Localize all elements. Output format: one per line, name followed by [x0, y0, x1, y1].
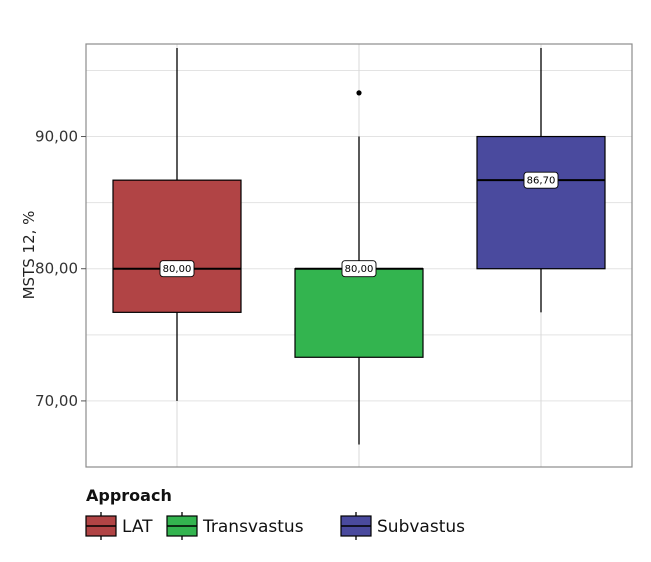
iqr-box [476, 135, 606, 270]
legend-label: Transvastus [202, 517, 304, 537]
legend-entry-transvastus: Transvastus [166, 512, 304, 540]
plot-area [85, 43, 633, 468]
legend-label: LAT [122, 517, 153, 537]
median-label-box [341, 260, 377, 278]
y-tick-label: 90,00 [35, 128, 78, 146]
y-axis-title: MSTS 12, % [20, 211, 38, 300]
boxes: 80,00 80,00 86,70 [112, 47, 606, 445]
outlier-point [356, 90, 362, 96]
legend-entry-subvastus: Subvastus [340, 512, 465, 540]
iqr-box [112, 179, 242, 313]
legend-label: Subvastus [377, 517, 465, 537]
median-label-box [523, 171, 559, 189]
legend: Approach LAT Transvastus Subvastus [85, 486, 465, 540]
box-subvastus: 86,70 [476, 47, 606, 313]
median-label: 80,00 [345, 264, 374, 275]
iqr-box [294, 268, 424, 358]
box-transvastus: 80,00 [294, 90, 424, 445]
legend-entry-lat: LAT [85, 512, 153, 540]
y-tick-label: 80,00 [35, 260, 78, 278]
median-label: 80,00 [163, 264, 192, 275]
box-lat: 80,00 [112, 47, 242, 401]
legend-title: Approach [86, 486, 172, 505]
y-axis: 70,00 80,00 90,00 [35, 128, 86, 410]
median-label-box [159, 260, 195, 278]
median-label: 86,70 [527, 176, 556, 187]
y-tick-label: 70,00 [35, 392, 78, 410]
